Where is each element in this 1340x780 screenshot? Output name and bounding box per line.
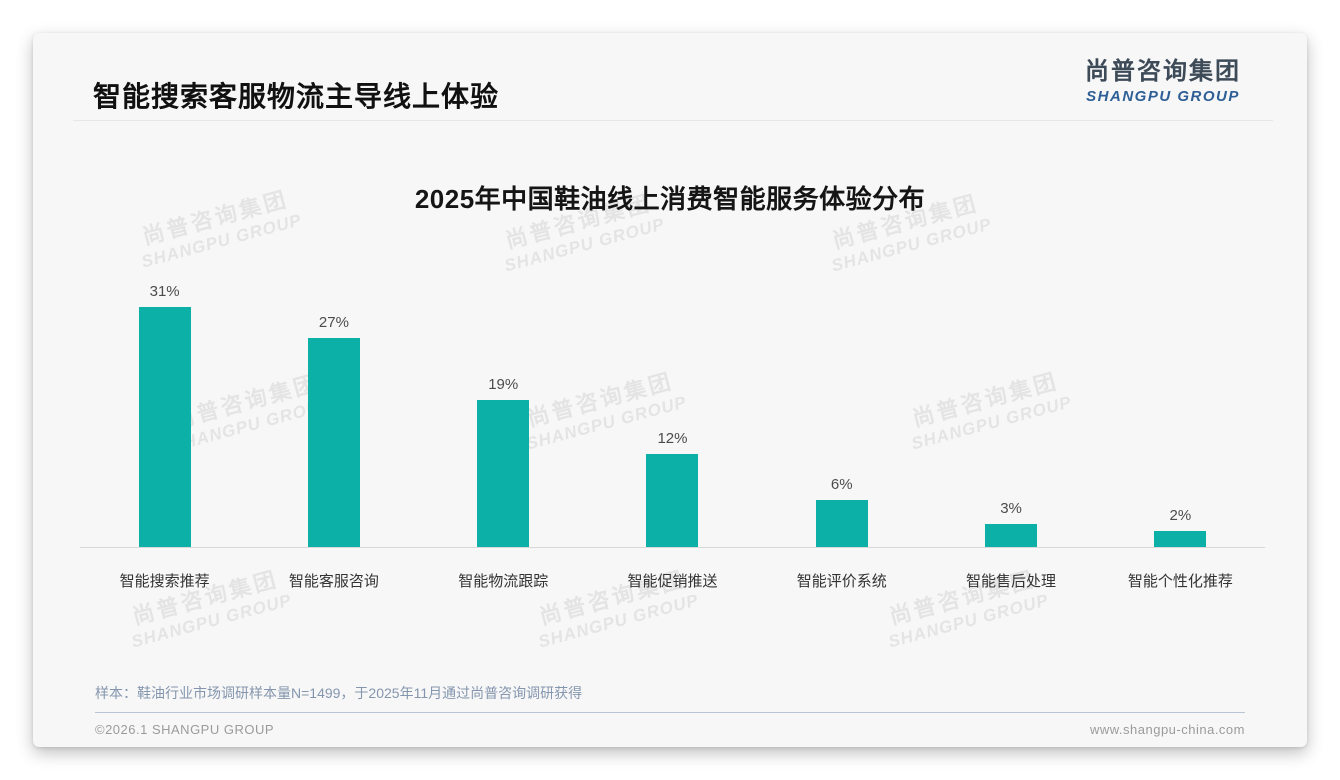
watermark-english-text: SHANGPU GROUP [886, 590, 1051, 652]
bar-value-label: 2% [1169, 507, 1192, 524]
watermark-english-text: SHANGPU GROUP [129, 590, 294, 652]
page-title: 智能搜索客服物流主导线上体验 [93, 81, 500, 112]
copyright-text: ©2026.1 SHANGPU GROUP [95, 722, 275, 737]
category-label: 智能物流跟踪 [458, 573, 549, 590]
bar-group: 19% [419, 376, 588, 547]
watermark-english-text: SHANGPU GROUP [502, 214, 667, 276]
category-label: 智能售后处理 [966, 573, 1057, 590]
footnote-divider [95, 712, 1245, 713]
watermark-english-text: SHANGPU GROUP [536, 590, 701, 652]
bar-group: 12% [588, 430, 757, 547]
bar-group: 31% [80, 283, 249, 547]
chart-title: 2025年中国鞋油线上消费智能服务体验分布 [414, 184, 926, 214]
bar [815, 500, 868, 547]
bar-value-label: 3% [1000, 500, 1022, 517]
bar [1154, 531, 1207, 547]
bar [138, 307, 191, 547]
logo-chinese-text: 尚普咨询集团 [1085, 58, 1241, 85]
website-url: www.shangpu-china.com [1089, 722, 1245, 737]
bar-value-label: 27% [318, 314, 349, 331]
watermark-english-text: SHANGPU GROUP [829, 214, 994, 276]
category-label: 智能促销推送 [627, 573, 718, 590]
bar [646, 454, 699, 547]
category-label: 智能评价系统 [796, 573, 887, 590]
bar [477, 400, 530, 547]
bar [307, 338, 360, 547]
bar-value-label: 31% [149, 283, 180, 300]
category-label: 智能搜索推荐 [119, 573, 210, 590]
bar-group: 3% [926, 500, 1095, 547]
bar-value-label: 19% [488, 376, 519, 393]
watermark-english-text: SHANGPU GROUP [139, 210, 304, 272]
slide-card: 智能搜索客服物流主导线上体验 尚普咨询集团 SHANGPU GROUP 尚普咨询… [33, 33, 1307, 747]
category-axis: 智能搜索推荐 智能客服咨询 智能物流跟踪 智能促销推送 智能评价系统 智能售后处理 智能个性… [80, 570, 1265, 591]
company-logo: 尚普咨询集团 SHANGPU GROUP [1085, 58, 1241, 105]
sample-footnote: 样本：鞋油行业市场调研样本量N=1499，于2025年11月通过尚普咨询调研获得 [95, 685, 583, 701]
bar-group: 2% [1096, 507, 1265, 547]
category-label: 智能个性化推荐 [1127, 573, 1233, 590]
category-label: 智能客服咨询 [288, 573, 379, 590]
bar-group: 27% [249, 314, 418, 547]
bar-value-label: 6% [830, 476, 853, 493]
bar-value-label: 12% [657, 430, 688, 447]
bar [985, 524, 1038, 547]
bar-group: 6% [757, 476, 926, 547]
bar-chart-plot: 31% 27% 19% 12% 6% 3% 2% [80, 283, 1265, 548]
header-divider [73, 120, 1273, 121]
logo-english-text: SHANGPU GROUP [1086, 87, 1240, 105]
